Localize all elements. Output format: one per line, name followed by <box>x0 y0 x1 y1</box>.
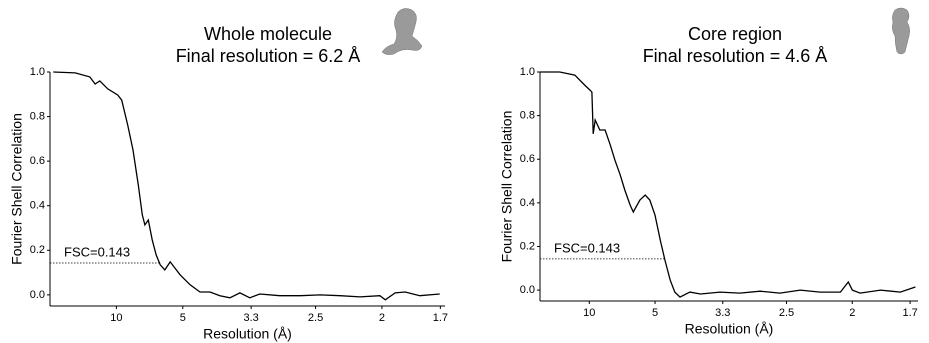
x-tick-label: 3.3 <box>244 312 259 324</box>
x-tick-label: 1.7 <box>433 312 448 324</box>
chart-subtitle: Final resolution = 4.6 Å <box>643 46 828 66</box>
y-tick-label: 1.0 <box>520 66 535 78</box>
y-tick-label: 0.8 <box>520 110 535 122</box>
x-tick-label: 3.3 <box>715 307 730 319</box>
threshold-label: FSC=0.143 <box>64 244 130 259</box>
x-tick-label: 1.7 <box>902 307 917 319</box>
y-tick-label: 0.6 <box>30 155 45 167</box>
chart-title: Core region <box>688 24 782 44</box>
x-tick-label: 10 <box>110 312 122 324</box>
y-tick-label: 0.8 <box>30 110 45 122</box>
y-tick-label: 0.2 <box>30 244 45 256</box>
y-tick-label: 0.2 <box>520 240 535 252</box>
fsc-curve <box>540 72 915 297</box>
y-axis-label: Fourier Shell Correlation <box>9 113 25 265</box>
x-tick-label: 2 <box>849 307 855 319</box>
x-tick-label: 5 <box>180 312 186 324</box>
x-tick-label: 5 <box>652 307 658 319</box>
y-tick-label: 0.4 <box>30 200 45 212</box>
fsc-curve <box>53 72 439 300</box>
x-tick-label: 10 <box>583 307 595 319</box>
chart-title: Whole molecule <box>204 24 332 44</box>
x-tick-label: 2.5 <box>779 307 794 319</box>
x-axis-label: Resolution (Å) <box>685 321 774 337</box>
y-tick-label: 0.0 <box>520 284 535 296</box>
y-tick-label: 0.6 <box>520 153 535 165</box>
x-tick-label: 2 <box>379 312 385 324</box>
x-tick-label: 2.5 <box>308 312 323 324</box>
y-tick-label: 1.0 <box>30 66 45 78</box>
threshold-label: FSC=0.143 <box>554 240 620 255</box>
y-tick-label: 0.0 <box>30 289 45 301</box>
y-axis-label: Fourier Shell Correlation <box>499 111 515 263</box>
figure: Whole moleculeFinal resolution = 6.2 Å 0.… <box>0 0 929 343</box>
y-tick-label: 0.4 <box>520 197 535 209</box>
chart-subtitle: Final resolution = 6.2 Å <box>176 46 361 66</box>
x-axis-label: Resolution (Å) <box>203 326 292 342</box>
